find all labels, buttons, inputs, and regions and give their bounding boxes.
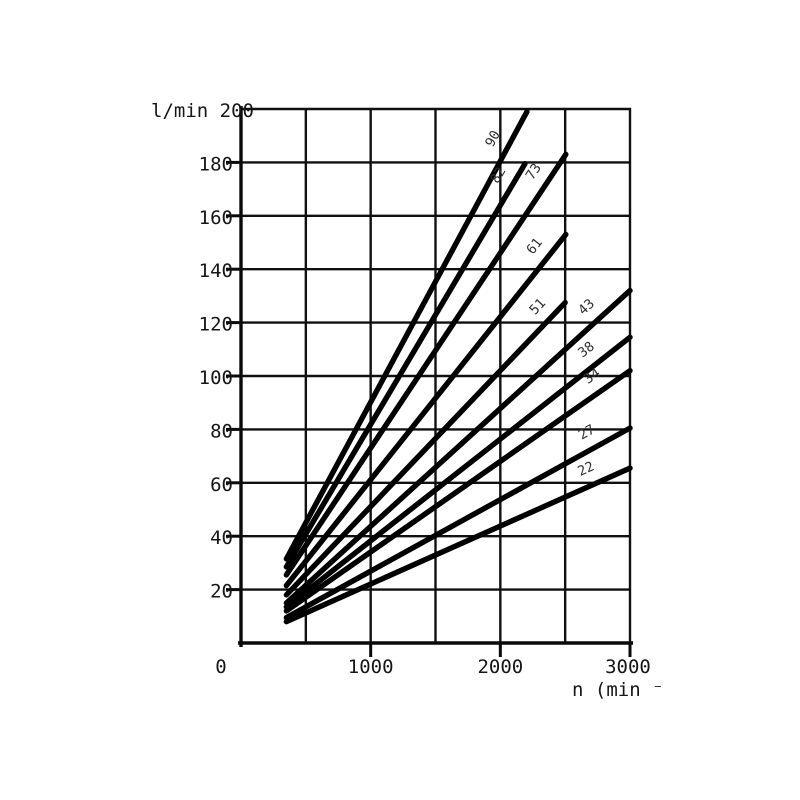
series-line-51 (283, 299, 568, 598)
x-axis-label: n (min ⁻ (572, 679, 664, 701)
x-tick-label: 3000 (605, 656, 651, 678)
y-tick-label: 40 (210, 527, 233, 549)
y-tick-label: 180 (199, 153, 233, 175)
y-tick-label: 80 (210, 420, 233, 442)
y-tick-label: 140 (199, 260, 233, 282)
series-line-22 (283, 465, 633, 625)
series-label-73: 73 (523, 161, 545, 183)
y-tick-label: 100 (199, 367, 233, 389)
series-line-43 (283, 287, 633, 606)
y-axis-unit-label: l/min 200 (151, 100, 254, 122)
series-label-82: 82 (487, 164, 509, 186)
series-line-27 (283, 425, 633, 621)
y-tick-label: 120 (199, 314, 233, 336)
series-label-43: 43 (575, 296, 598, 319)
series-label-22: 22 (575, 459, 596, 480)
series-line-82 (283, 161, 528, 570)
series-label-34: 34 (581, 365, 604, 387)
series-label-90: 90 (482, 128, 504, 150)
y-tick-label: 160 (199, 207, 233, 229)
series-line-61 (283, 231, 569, 589)
y-tick-label: 60 (210, 474, 233, 496)
series-label-61: 61 (523, 235, 546, 258)
x-tick-label: 2000 (477, 656, 523, 678)
series-label-27: 27 (576, 422, 598, 444)
x-tick-label: 0 (215, 656, 226, 678)
series-line-73 (283, 151, 569, 578)
series-label-38: 38 (575, 339, 598, 362)
series-label-51: 51 (526, 295, 549, 318)
series-line-34 (283, 367, 633, 614)
series-line-38 (283, 334, 633, 610)
x-tick-label: 1000 (348, 656, 394, 678)
y-tick-label: 20 (210, 581, 233, 603)
series-line-90 (283, 108, 530, 562)
